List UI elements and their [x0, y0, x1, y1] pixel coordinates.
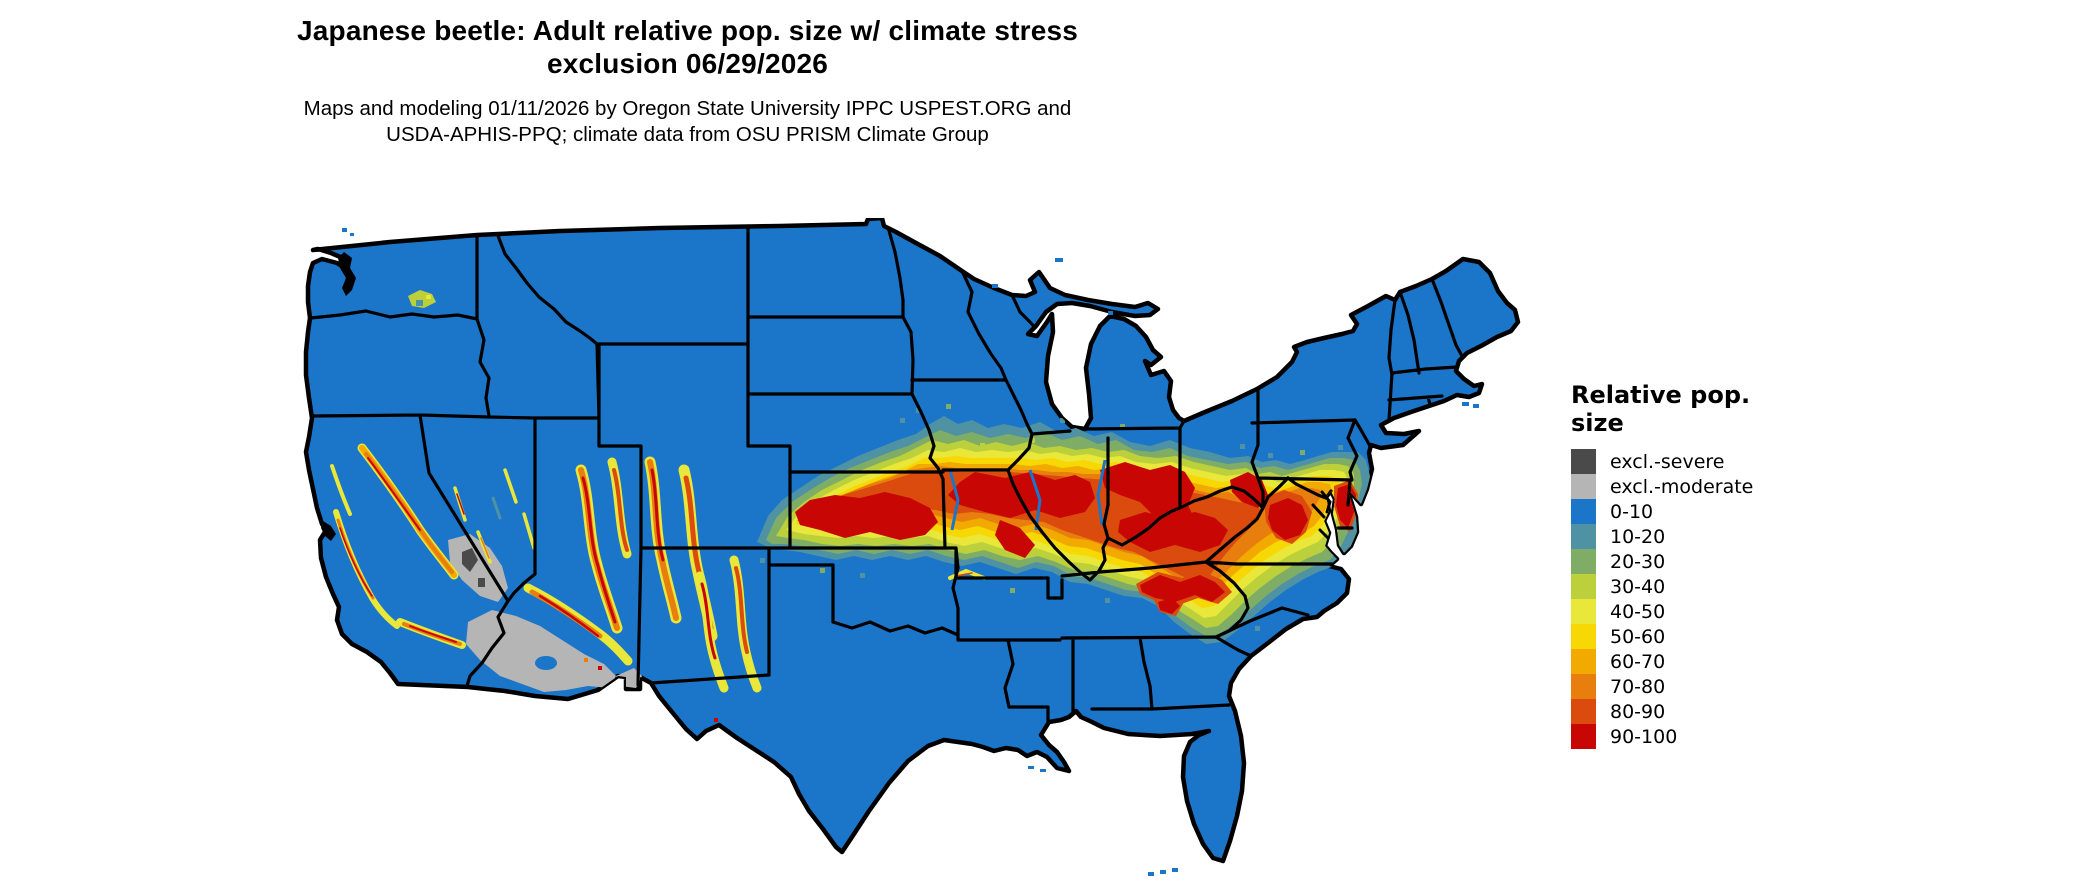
map-subtitle-line2: USDA-APHIS-PPQ; climate data from OSU PR…	[386, 123, 989, 146]
legend-swatch	[1571, 549, 1596, 574]
legend-label: excl.-moderate	[1610, 475, 1754, 498]
legend-label: 40-50	[1610, 600, 1666, 623]
legend-swatch	[1571, 724, 1596, 749]
rockies-ridges	[523, 456, 762, 693]
legend-item: excl.-moderate	[1571, 474, 1801, 499]
san-francisco-bay-detail	[321, 521, 336, 541]
legend-label: 80-90	[1610, 700, 1666, 723]
exclusion-moderate-mojave	[448, 534, 508, 602]
legend-label: 60-70	[1610, 650, 1666, 673]
se-arizona-speck2	[584, 658, 588, 662]
core-north-georgia-90-100	[1158, 598, 1180, 614]
map-subtitle: Maps and modeling 01/11/2026 by Oregon S…	[0, 96, 1375, 148]
heat-overlay-group	[330, 290, 1370, 722]
legend-item: 40-50	[1571, 599, 1801, 624]
us-map-svg	[303, 218, 1521, 876]
california-ridges	[330, 443, 466, 649]
map-title-line2: exclusion 06/29/2026	[546, 48, 829, 79]
legend: Relative pop. size excl.-severe excl.-mod…	[1571, 381, 1801, 749]
core-kentucky-90-100	[1118, 512, 1228, 552]
river-cuts	[948, 459, 1107, 531]
legend-label: 10-20	[1610, 525, 1666, 548]
legend-swatch	[1571, 624, 1596, 649]
legend-label: 30-40	[1610, 575, 1666, 598]
legend-label: excl.-severe	[1610, 450, 1725, 473]
core-missouri-south-90-100	[995, 520, 1035, 558]
header: Japanese beetle: Adult relative pop. siz…	[0, 14, 1375, 148]
legend-item: 30-40	[1571, 574, 1801, 599]
legend-item: 20-30	[1571, 549, 1801, 574]
phoenix-valley-hole	[535, 656, 557, 670]
state-borders	[309, 225, 1464, 723]
island-specks	[342, 228, 1479, 876]
map-subtitle-line1: Maps and modeling 01/11/2026 by Oregon S…	[303, 97, 1072, 120]
legend-label: 0-10	[1610, 500, 1654, 523]
exclusion-severe-speck	[478, 578, 485, 587]
legend-swatch	[1571, 599, 1596, 624]
legend-item: 50-60	[1571, 624, 1801, 649]
legend-swatch	[1571, 524, 1596, 549]
legend-label: 20-30	[1610, 550, 1666, 573]
legend-label: 90-100	[1610, 725, 1678, 748]
legend-swatch	[1571, 674, 1596, 699]
legend-item: 60-70	[1571, 649, 1801, 674]
legend-item: 70-80	[1571, 674, 1801, 699]
legend-item: 0-10	[1571, 499, 1801, 524]
core-virginia-90-100	[1268, 498, 1308, 540]
se-arizona-speck1	[598, 666, 602, 670]
chesapeake-river-detail	[1311, 490, 1332, 540]
legend-swatch	[1571, 699, 1596, 724]
legend-title: Relative pop. size	[1571, 381, 1751, 437]
puget-sound-detail	[338, 252, 356, 296]
us-choropleth-map	[295, 218, 1540, 892]
core-missouri-illinois-90-100	[948, 472, 1095, 518]
legend-swatch	[1571, 474, 1596, 499]
core-kansas-90-100	[795, 492, 938, 540]
legend-label: 70-80	[1610, 675, 1666, 698]
nevada-ridges	[453, 468, 536, 564]
fringe-specks	[760, 404, 1343, 631]
legend-rows: excl.-severe excl.-moderate 0-10 10-20 20-30…	[1571, 449, 1801, 749]
legend-swatch	[1571, 449, 1596, 474]
walla-walla-spot	[408, 290, 436, 308]
map-title: Japanese beetle: Adult relative pop. siz…	[0, 14, 1375, 80]
map-title-line1: Japanese beetle: Adult relative pop. siz…	[296, 15, 1079, 46]
legend-swatch	[1571, 574, 1596, 599]
legend-item: 10-20	[1571, 524, 1801, 549]
exclusion-severe-deathvalley	[462, 548, 478, 572]
legend-item: 80-90	[1571, 699, 1801, 724]
west-texas-speck	[714, 718, 718, 722]
legend-swatch	[1571, 499, 1596, 524]
legend-label: 50-60	[1610, 625, 1666, 648]
core-smokies-90-100	[1140, 575, 1225, 602]
legend-item: excl.-severe	[1571, 449, 1801, 474]
legend-swatch	[1571, 649, 1596, 674]
legend-item: 90-100	[1571, 724, 1801, 749]
